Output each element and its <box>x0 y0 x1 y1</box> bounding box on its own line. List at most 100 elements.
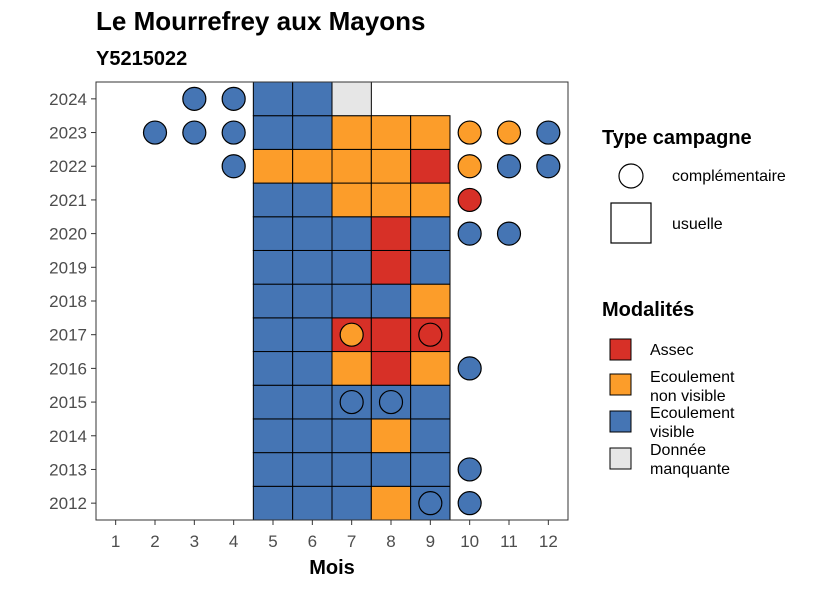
legend-label-manquante-line2: manquante <box>650 461 730 478</box>
tile-2019-9 <box>410 249 451 285</box>
legend-label-visible-line1: Ecoulement <box>650 405 735 422</box>
tile-2017-5 <box>252 317 294 353</box>
tile-2018-8 <box>370 283 412 319</box>
x-tick-label-4: 4 <box>229 532 238 551</box>
tile-2023-9 <box>410 115 451 150</box>
legend-swatch-manquante <box>609 447 632 470</box>
tile-2012-8 <box>370 485 412 521</box>
tile-2016-9 <box>410 351 451 386</box>
tile-2015-9 <box>410 384 451 420</box>
tile-2022-9 <box>410 148 451 184</box>
point-2017-7 <box>339 322 364 347</box>
plot-area <box>95 81 569 521</box>
point-2024-3 <box>182 86 207 111</box>
tile-2024-7 <box>331 81 372 117</box>
tile-2015-5 <box>252 384 294 420</box>
tile-2023-6 <box>292 115 333 150</box>
point-2022-10 <box>457 154 482 179</box>
point-2023-3 <box>182 120 207 145</box>
point-2023-10 <box>457 120 482 145</box>
tile-2018-9 <box>410 283 451 319</box>
tile-2021-8 <box>370 182 412 218</box>
tile-2022-5 <box>252 148 294 184</box>
y-tick-label-2012: 2012 <box>49 494 87 513</box>
tile-2013-6 <box>292 452 333 487</box>
tile-2018-6 <box>292 283 333 319</box>
y-tick-label-2021: 2021 <box>49 191 87 210</box>
point-2023-12 <box>536 120 561 145</box>
tile-2014-7 <box>331 418 372 454</box>
x-tick-label-9: 9 <box>426 532 435 551</box>
y-tick-label-2016: 2016 <box>49 359 87 378</box>
point-2022-4 <box>221 154 246 179</box>
tile-2019-8 <box>370 249 412 285</box>
tile-2018-7 <box>331 283 372 319</box>
point-2022-12 <box>536 154 561 179</box>
tile-2019-7 <box>331 249 372 285</box>
y-tick-label-2015: 2015 <box>49 393 87 412</box>
point-2017-9 <box>418 322 443 347</box>
tile-2024-6 <box>292 81 333 117</box>
y-tick-label-2014: 2014 <box>49 427 87 446</box>
tile-2015-6 <box>292 384 333 420</box>
tile-2022-7 <box>331 148 372 184</box>
x-tick-label-5: 5 <box>268 532 277 551</box>
point-2020-10 <box>457 221 482 246</box>
tile-2016-8 <box>370 351 412 386</box>
y-tick-label-2013: 2013 <box>49 460 87 479</box>
tile-2020-8 <box>370 216 412 251</box>
tile-2018-5 <box>252 283 294 319</box>
x-tick-label-7: 7 <box>347 532 356 551</box>
legend-square-symbol <box>610 202 652 244</box>
legend-label-non-visible-line1: Ecoulement <box>650 369 735 386</box>
legend-modalites: Modalités Assec Ecoulement non visible E… <box>602 299 735 478</box>
x-axis-title: Mois <box>309 557 355 579</box>
x-tick-label-8: 8 <box>386 532 395 551</box>
tile-2012-6 <box>292 485 333 521</box>
x-tick-label-6: 6 <box>308 532 317 551</box>
y-tick-label-2019: 2019 <box>49 258 87 277</box>
tile-2023-7 <box>331 115 372 150</box>
legend-label-assec: Assec <box>650 342 694 359</box>
point-2015-7 <box>339 389 364 415</box>
point-2016-10 <box>457 356 482 381</box>
tile-2017-6 <box>292 317 333 353</box>
legend-complementaire-label: complémentaire <box>672 168 786 185</box>
point-2012-9 <box>418 491 443 516</box>
tile-2023-8 <box>370 115 412 150</box>
x-tick-label-2: 2 <box>150 532 159 551</box>
chart-title: Le Mourrefrey aux Mayons <box>96 6 425 36</box>
tile-2020-7 <box>331 216 372 251</box>
tile-2016-6 <box>292 351 333 386</box>
tile-2014-5 <box>252 418 294 454</box>
y-tick-label-2024: 2024 <box>49 90 87 109</box>
legend-swatch-visible <box>609 410 632 433</box>
x-tick-label-11: 11 <box>500 532 518 551</box>
point-2022-11 <box>496 154 522 179</box>
point-2021-10 <box>457 187 482 213</box>
tile-2019-6 <box>292 249 333 285</box>
y-tick-label-2017: 2017 <box>49 326 87 345</box>
legend-swatch-non-visible <box>609 373 632 396</box>
y-tick-label-2018: 2018 <box>49 292 87 311</box>
x-tick-label-1: 1 <box>111 532 120 551</box>
point-2023-2 <box>142 120 168 145</box>
complementary-campaign-points <box>142 86 561 516</box>
tile-2023-5 <box>252 115 294 150</box>
tile-2019-5 <box>252 249 294 285</box>
tile-2024-5 <box>252 81 294 117</box>
legend-circle-symbol <box>618 163 644 189</box>
point-2020-11 <box>496 221 522 246</box>
tile-2012-5 <box>252 485 294 521</box>
tile-2021-7 <box>331 182 372 218</box>
tile-2014-6 <box>292 418 333 454</box>
point-2015-8 <box>378 389 404 415</box>
legend-label-manquante-line1: Donnée <box>650 442 706 459</box>
legend-usuelle-label: usuelle <box>672 216 723 233</box>
x-tick-label-12: 12 <box>539 532 558 551</box>
legend-type-campagne-title: Type campagne <box>602 127 752 149</box>
tile-2013-7 <box>331 452 372 487</box>
tile-2021-6 <box>292 182 333 218</box>
tile-2016-5 <box>252 351 294 386</box>
